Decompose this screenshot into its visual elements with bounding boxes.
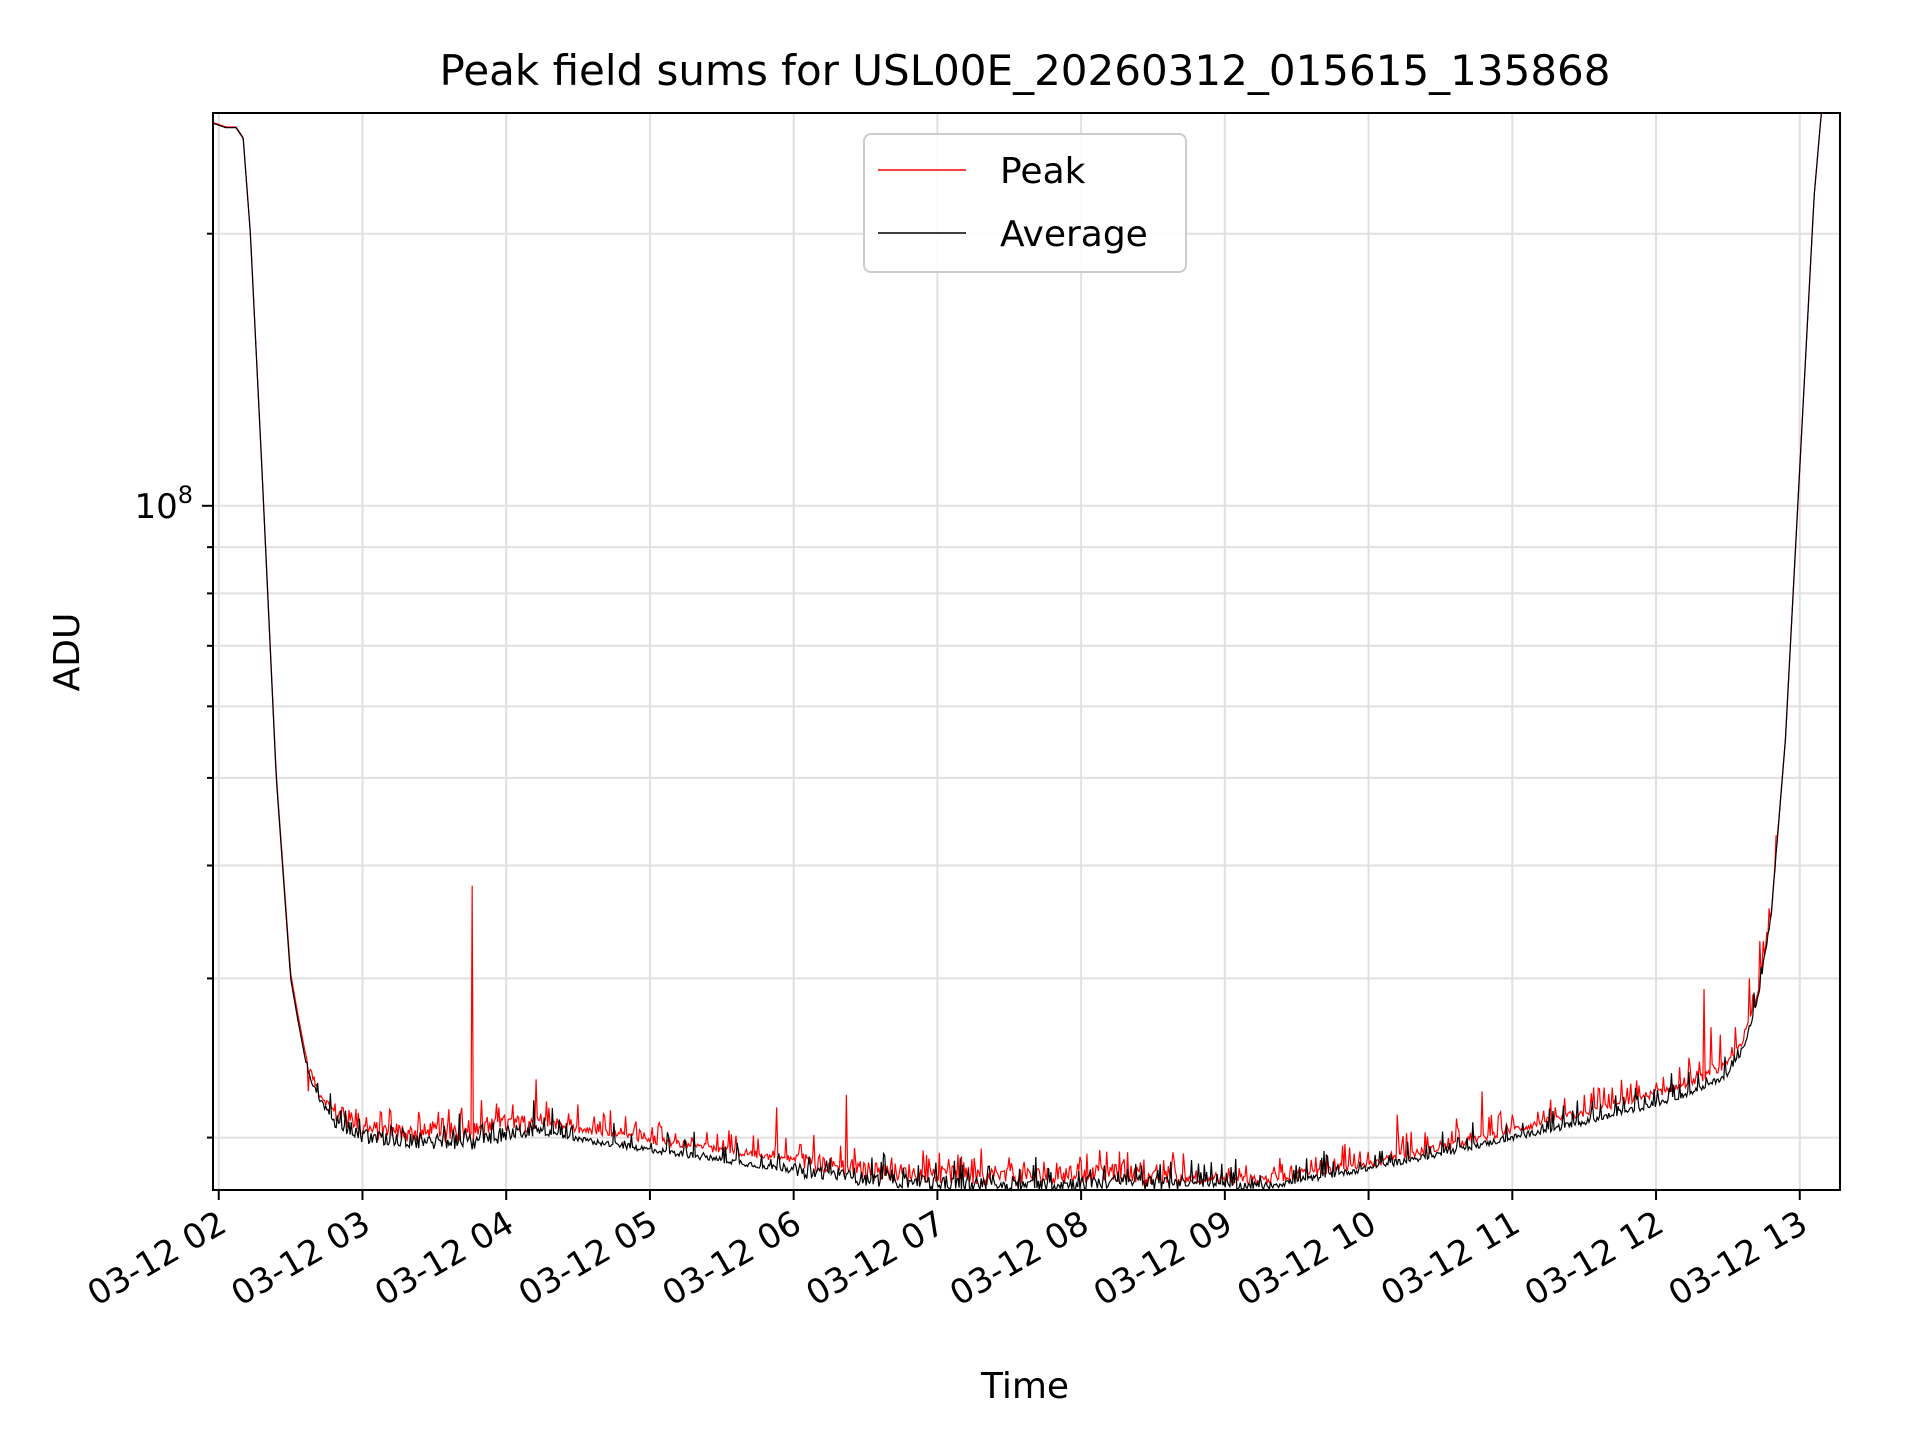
y-axis-label: ADU [47, 613, 88, 692]
plot-area [213, 113, 1840, 1190]
legend-peak-label: Peak [1000, 151, 1086, 192]
chart-title: Peak field sums for USL00E_20260312_0156… [439, 46, 1610, 95]
legend-average-label: Average [1000, 214, 1148, 255]
series-group [212, 112, 1840, 1192]
plot-frame [212, 112, 1841, 1191]
x-axis-label: Time [980, 1366, 1069, 1407]
series-peak-line [212, 112, 1840, 1188]
legend: Peak Average [863, 133, 1187, 273]
y-axis: 108 [134, 232, 213, 1139]
series-average-line [212, 112, 1840, 1192]
grid [213, 113, 1840, 1190]
legend-box [863, 133, 1187, 273]
y-tick-label: 108 [134, 481, 193, 527]
